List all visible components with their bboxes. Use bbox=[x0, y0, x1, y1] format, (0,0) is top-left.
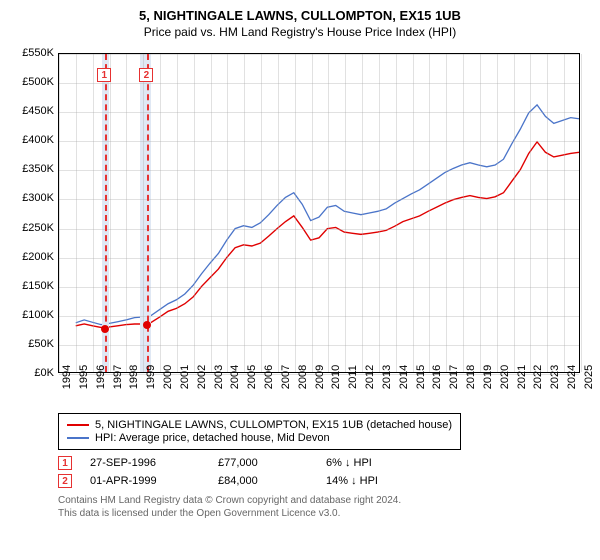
grid-line-v bbox=[345, 54, 346, 372]
grid-line-v bbox=[429, 54, 430, 372]
price-point-dot bbox=[143, 321, 151, 329]
grid-line-v bbox=[480, 54, 481, 372]
y-axis-label: £100K bbox=[10, 309, 54, 321]
grid-line-v bbox=[446, 54, 447, 372]
legend-swatch bbox=[67, 437, 89, 439]
grid-line-v bbox=[413, 54, 414, 372]
grid-line-v bbox=[581, 54, 582, 372]
event-marker-box: 2 bbox=[139, 68, 153, 82]
grid-line-h bbox=[59, 229, 579, 230]
grid-line-v bbox=[194, 54, 195, 372]
event-table: 1 27-SEP-1996 £77,000 6% ↓ HPI 2 01-APR-1999 £… bbox=[10, 456, 590, 488]
plot-region: 12 bbox=[58, 53, 580, 373]
event-date: 27-SEP-1996 bbox=[90, 457, 200, 469]
event-row: 2 01-APR-1999 £84,000 14% ↓ HPI bbox=[58, 474, 590, 488]
y-axis-label: £400K bbox=[10, 134, 54, 146]
event-price: £77,000 bbox=[218, 457, 308, 469]
event-price: £84,000 bbox=[218, 475, 308, 487]
y-axis-label: £350K bbox=[10, 163, 54, 175]
legend-row: HPI: Average price, detached house, Mid … bbox=[67, 432, 452, 444]
y-axis-label: £50K bbox=[10, 338, 54, 350]
grid-line-v bbox=[514, 54, 515, 372]
chart-subtitle: Price paid vs. HM Land Registry's House … bbox=[10, 25, 590, 39]
grid-line-h bbox=[59, 112, 579, 113]
chart-area: 12 £0K£50K£100K£150K£200K£250K£300K£350K… bbox=[10, 47, 590, 407]
y-axis-label: £550K bbox=[10, 47, 54, 59]
grid-line-v bbox=[211, 54, 212, 372]
price-point-dot bbox=[101, 325, 109, 333]
x-axis-label: 2025 bbox=[583, 365, 600, 389]
y-axis-label: £150K bbox=[10, 280, 54, 292]
event-delta: 6% ↓ HPI bbox=[326, 457, 372, 469]
legend-row: 5, NIGHTINGALE LAWNS, CULLOMPTON, EX15 1… bbox=[67, 419, 452, 431]
y-axis-label: £450K bbox=[10, 105, 54, 117]
grid-line-v bbox=[110, 54, 111, 372]
grid-line-h bbox=[59, 54, 579, 55]
legend-label: 5, NIGHTINGALE LAWNS, CULLOMPTON, EX15 1… bbox=[95, 419, 452, 431]
y-axis-label: £500K bbox=[10, 76, 54, 88]
footer-line-2: This data is licensed under the Open Gov… bbox=[58, 507, 590, 520]
grid-line-v bbox=[126, 54, 127, 372]
y-axis-label: £200K bbox=[10, 251, 54, 263]
grid-line-v bbox=[295, 54, 296, 372]
event-delta: 14% ↓ HPI bbox=[326, 475, 378, 487]
grid-line-v bbox=[362, 54, 363, 372]
legend-swatch bbox=[67, 424, 89, 426]
grid-line-v bbox=[244, 54, 245, 372]
y-axis-label: £250K bbox=[10, 222, 54, 234]
grid-line-h bbox=[59, 141, 579, 142]
grid-line-v bbox=[564, 54, 565, 372]
grid-line-v bbox=[547, 54, 548, 372]
footer-attribution: Contains HM Land Registry data © Crown c… bbox=[58, 494, 590, 520]
grid-line-h bbox=[59, 199, 579, 200]
chart-lines bbox=[59, 54, 579, 372]
series-line bbox=[76, 105, 579, 325]
grid-line-v bbox=[160, 54, 161, 372]
event-marker-box: 1 bbox=[97, 68, 111, 82]
grid-line-v bbox=[497, 54, 498, 372]
grid-line-h bbox=[59, 287, 579, 288]
event-date: 01-APR-1999 bbox=[90, 475, 200, 487]
event-row: 1 27-SEP-1996 £77,000 6% ↓ HPI bbox=[58, 456, 590, 470]
grid-line-h bbox=[59, 316, 579, 317]
grid-line-v bbox=[312, 54, 313, 372]
grid-line-v bbox=[227, 54, 228, 372]
grid-line-v bbox=[177, 54, 178, 372]
event-marker-box: 1 bbox=[58, 456, 72, 470]
legend-label: HPI: Average price, detached house, Mid … bbox=[95, 432, 330, 444]
footer-line-1: Contains HM Land Registry data © Crown c… bbox=[58, 494, 590, 507]
grid-line-v bbox=[93, 54, 94, 372]
chart-title: 5, NIGHTINGALE LAWNS, CULLOMPTON, EX15 1… bbox=[10, 8, 590, 23]
legend: 5, NIGHTINGALE LAWNS, CULLOMPTON, EX15 1… bbox=[58, 413, 461, 450]
grid-line-v bbox=[76, 54, 77, 372]
event-marker-box: 2 bbox=[58, 474, 72, 488]
grid-line-v bbox=[396, 54, 397, 372]
y-axis-label: £300K bbox=[10, 192, 54, 204]
grid-line-v bbox=[59, 54, 60, 372]
grid-line-h bbox=[59, 258, 579, 259]
grid-line-h bbox=[59, 345, 579, 346]
grid-line-v bbox=[278, 54, 279, 372]
grid-line-v bbox=[463, 54, 464, 372]
grid-line-v bbox=[328, 54, 329, 372]
y-axis-label: £0K bbox=[10, 367, 54, 379]
grid-line-h bbox=[59, 83, 579, 84]
grid-line-v bbox=[530, 54, 531, 372]
grid-line-h bbox=[59, 170, 579, 171]
grid-line-v bbox=[261, 54, 262, 372]
grid-line-v bbox=[379, 54, 380, 372]
